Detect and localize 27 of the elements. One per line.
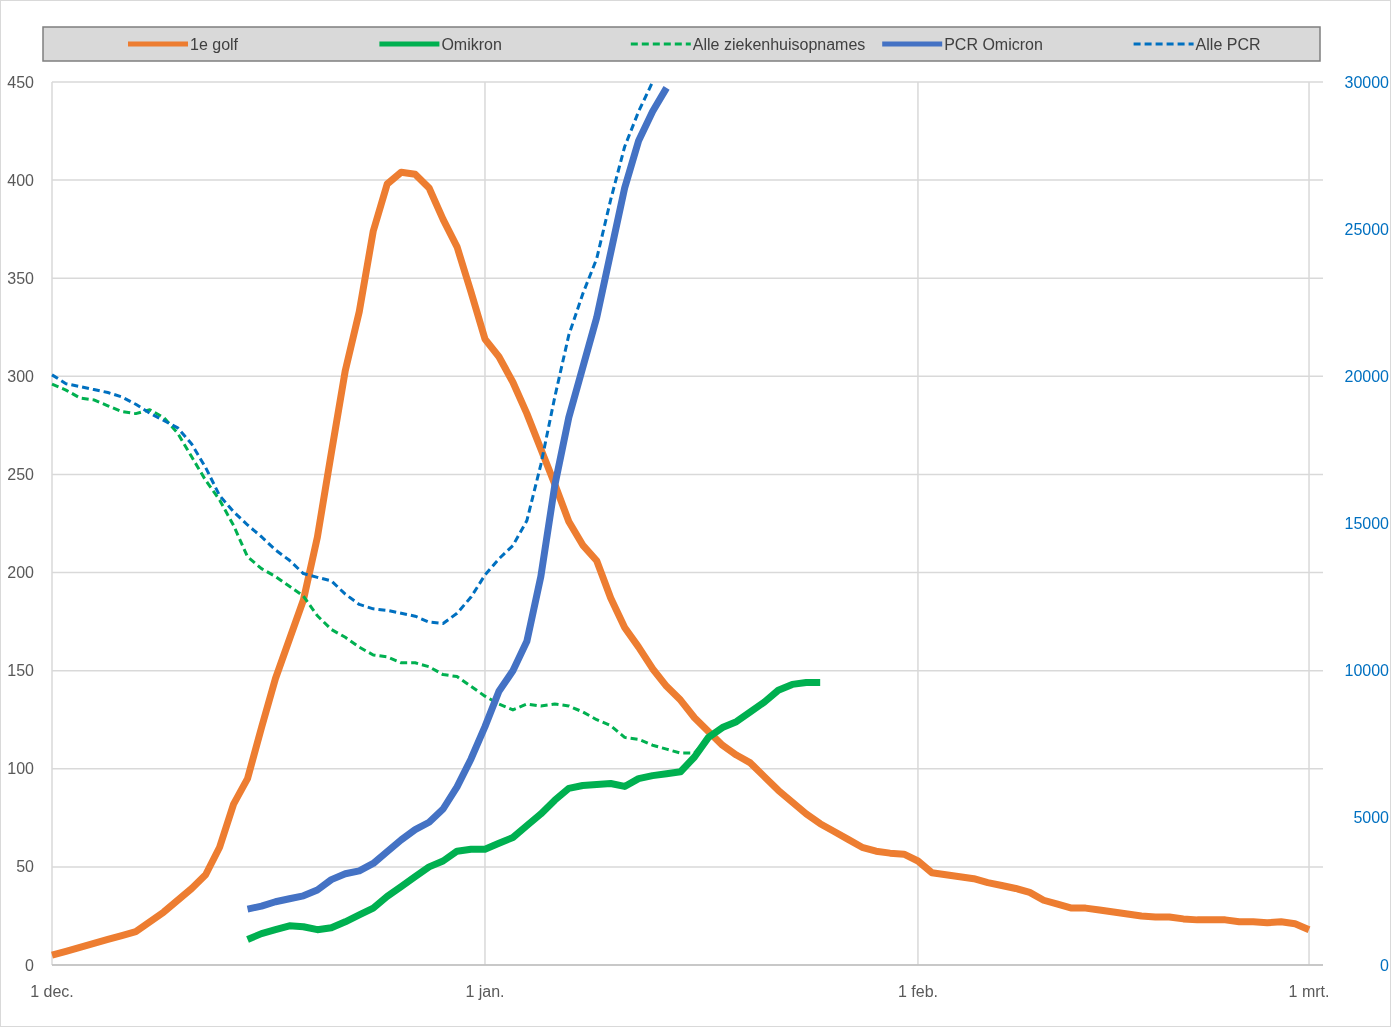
x-tick-label: 1 feb. [897, 983, 938, 1000]
legend-label: Alle PCR [1195, 35, 1261, 53]
y2-tick-label: 30000 [1344, 73, 1390, 91]
y-tick-label: 50 [16, 858, 35, 876]
x-tick-label: 1 dec. [30, 983, 74, 1000]
legend-label: Omikron [441, 35, 502, 53]
x-tick-label: 1 jan. [465, 983, 505, 1000]
y-tick-label: 300 [7, 367, 35, 385]
y2-tick-label: 20000 [1344, 367, 1390, 385]
y-tick-label: 200 [7, 564, 35, 582]
legend-label: Alle ziekenhuisopnames [692, 35, 866, 53]
y2-tick-label: 10000 [1344, 662, 1390, 680]
x-tick-label: 1 mrt. [1288, 983, 1330, 1000]
y-tick-label: 350 [7, 269, 35, 287]
line-series [50, 80, 655, 626]
y-tick-label: 450 [7, 73, 35, 91]
y-tick-label: 400 [7, 171, 35, 189]
y-tick-label: 100 [7, 760, 35, 778]
y-tick-label: 150 [7, 662, 35, 680]
legend-label: PCR Omicron [944, 35, 1043, 53]
legend-label: 1e golf [190, 35, 239, 53]
y-tick-label: 250 [7, 466, 35, 484]
y-tick-label: 0 [25, 956, 35, 974]
y2-tick-label: 25000 [1344, 220, 1390, 238]
y2-tick-label: 5000 [1353, 809, 1390, 827]
y2-tick-label: 15000 [1344, 515, 1390, 533]
y2-tick-label: 0 [1380, 956, 1390, 974]
